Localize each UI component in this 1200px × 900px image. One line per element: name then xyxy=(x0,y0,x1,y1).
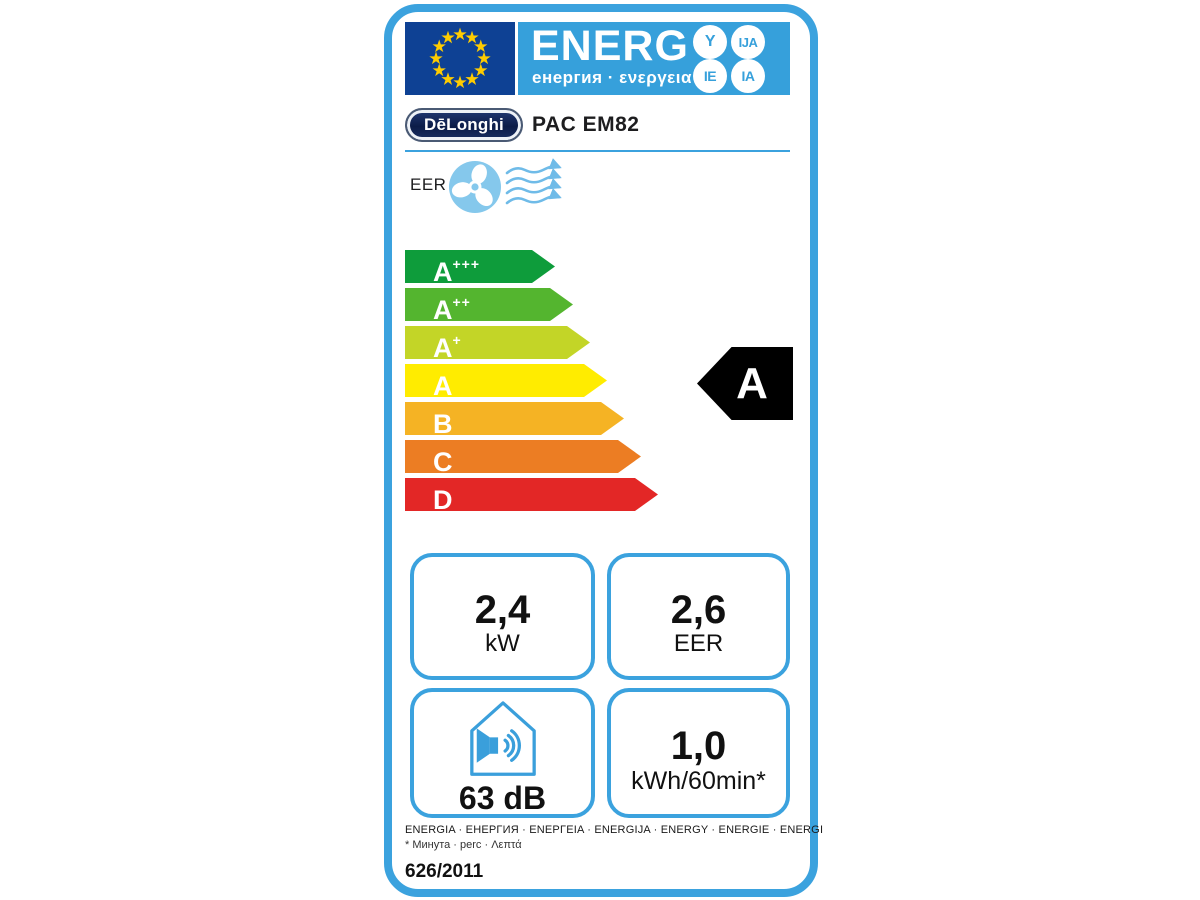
eer-box: 2,6 EER xyxy=(607,553,790,680)
suffix-badge-y: Y xyxy=(693,25,727,59)
scale-bar-c: C xyxy=(405,440,641,473)
fan-airflow-icon xyxy=(449,158,562,213)
consumption-box: 1,0 kWh/60min* xyxy=(607,688,790,818)
label-inner: ENERG енергия · ενεργεια Y IJA IE IA DēL… xyxy=(392,12,823,889)
scale-bar-label: D xyxy=(433,485,453,515)
model-name: PAC EM82 xyxy=(532,113,640,136)
scale-bar-label: C xyxy=(433,447,453,477)
eu-flag-icon xyxy=(405,22,515,95)
scale-bar-a-2plus: A++ xyxy=(405,288,573,321)
capacity-value: 2,4 xyxy=(474,588,531,633)
scale-bar-b: B xyxy=(405,402,624,435)
scale-bar-d: D xyxy=(405,478,658,511)
capacity-unit: kW xyxy=(485,630,520,658)
regulation-number: 626/2011 xyxy=(405,861,484,882)
rating-scale: A+++ A++ A+ A B C D xyxy=(405,250,675,511)
scale-bar-label: A+++ xyxy=(433,256,481,287)
scale-bar-label: A++ xyxy=(433,294,471,325)
energ-word: ENERG xyxy=(531,22,689,70)
energy-rating-arrow: A xyxy=(697,347,793,420)
suffix-badge-ie: IE xyxy=(693,59,727,93)
scale-bar-a: A xyxy=(405,364,607,397)
scale-bar-label: B xyxy=(433,409,453,439)
energy-rating-letter: A xyxy=(736,358,768,408)
eer-value: 2,6 xyxy=(670,588,727,633)
eer-unit: EER xyxy=(673,630,724,658)
suffix-badge-ija: IJA xyxy=(731,25,765,59)
divider-line xyxy=(405,150,790,152)
consumption-value: 1,0 xyxy=(670,723,727,768)
noise-value: 63 dB xyxy=(458,780,547,816)
speaker-house-icon xyxy=(469,701,536,776)
energy-label: ENERG енергия · ενεργεια Y IJA IE IA DēL… xyxy=(384,4,823,897)
energ-band: ENERG енергия · ενεργεια Y IJA IE IA xyxy=(518,22,790,95)
footer-languages: ENERGIA · ЕНЕРГИЯ · ΕΝΕΡΓΕΙΑ · ENERGIJA … xyxy=(405,824,824,836)
consumption-unit: kWh/60min* xyxy=(631,766,766,795)
scale-bar-label: A+ xyxy=(433,332,462,363)
capacity-box: 2,4 kW xyxy=(410,553,595,680)
eer-row-label: EER xyxy=(410,175,447,194)
delonghi-logo-text: DēLonghi xyxy=(424,115,504,134)
noise-box: 63 dB xyxy=(410,688,595,818)
scale-bar-label: A xyxy=(433,371,453,401)
delonghi-logo: DēLonghi xyxy=(405,108,523,142)
suffix-badge-ia: IA xyxy=(731,59,765,93)
footer-minute-note: * Минута · perc · Λεπτά xyxy=(405,839,522,851)
energ-subtitle: енергия · ενεργεια xyxy=(532,68,692,87)
scale-bar-a-3plus: A+++ xyxy=(405,250,555,283)
scale-bar-a-1plus: A+ xyxy=(405,326,590,359)
